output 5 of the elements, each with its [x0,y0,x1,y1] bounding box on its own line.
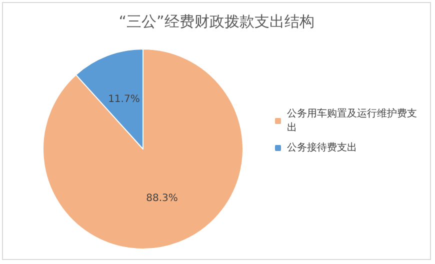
legend-label: 公务用车购置及运行维护费支出 [287,108,417,134]
legend-label: 公务接待费支出 [287,142,357,154]
chart-title: “三公”经费财政拨款支出结构 [118,12,314,30]
data-label: 11.7% [108,94,140,106]
data-label: 88.3% [146,192,178,204]
